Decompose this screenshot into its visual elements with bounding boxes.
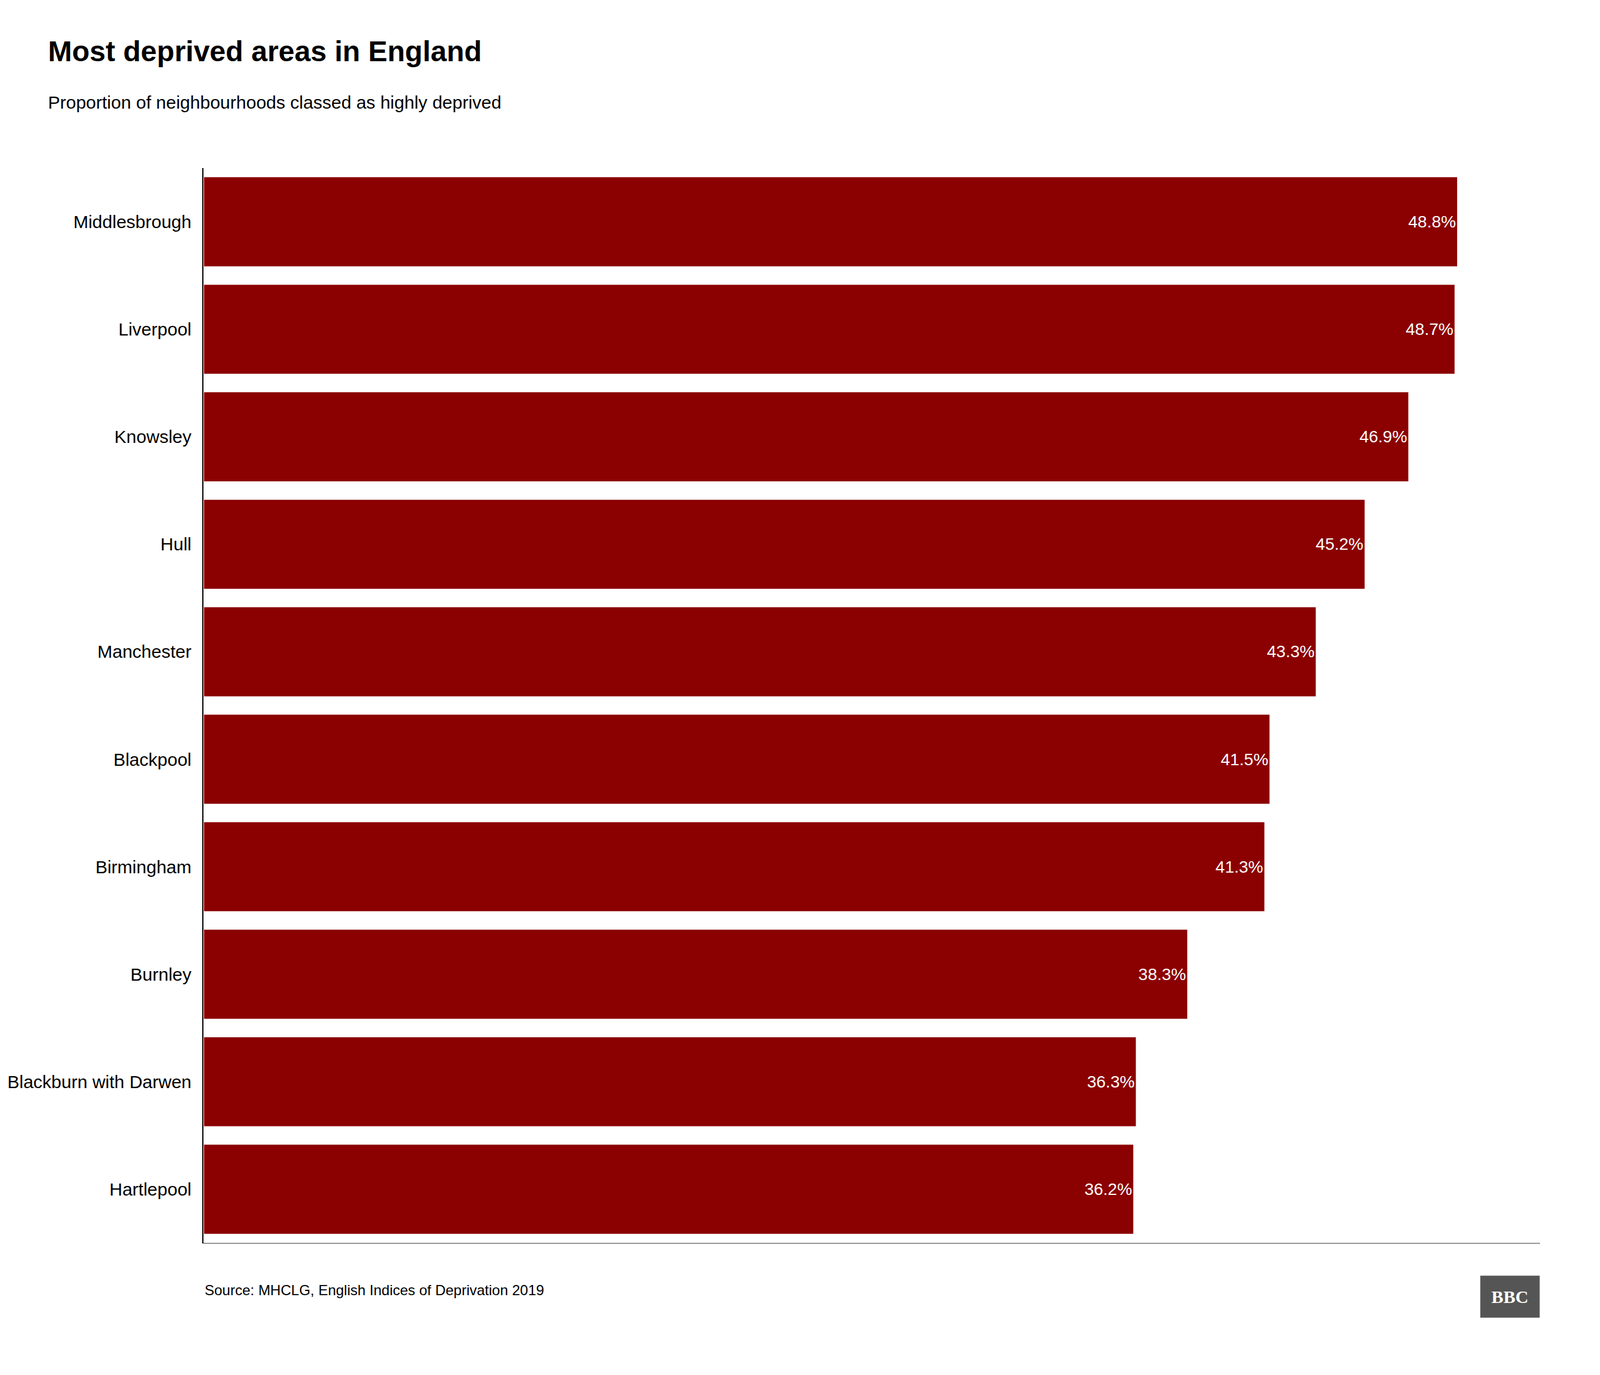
svg-text:Hull: Hull — [160, 534, 192, 554]
svg-text:Knowsley: Knowsley — [114, 426, 192, 447]
svg-text:Burnley: Burnley — [130, 964, 192, 985]
svg-text:41.3%: 41.3% — [1215, 857, 1263, 877]
svg-text:Liverpool: Liverpool — [118, 319, 192, 340]
svg-text:Most deprived areas in England: Most deprived areas in England — [48, 35, 482, 68]
svg-text:BBC: BBC — [1491, 1286, 1529, 1307]
svg-text:Blackpool: Blackpool — [113, 749, 192, 770]
svg-text:36.2%: 36.2% — [1084, 1179, 1132, 1199]
svg-text:48.7%: 48.7% — [1405, 319, 1453, 339]
svg-text:48.8%: 48.8% — [1408, 212, 1456, 232]
svg-text:36.3%: 36.3% — [1086, 1072, 1135, 1092]
svg-text:Source: MHCLG, English Indices: Source: MHCLG, English Indices of Depriv… — [204, 1281, 545, 1299]
svg-text:38.3%: 38.3% — [1138, 965, 1186, 984]
svg-text:46.9%: 46.9% — [1359, 427, 1407, 446]
svg-text:Hartlepool: Hartlepool — [109, 1179, 192, 1200]
svg-text:43.3%: 43.3% — [1266, 642, 1315, 661]
svg-text:Birmingham: Birmingham — [95, 857, 192, 877]
svg-text:Middlesbrough: Middlesbrough — [73, 211, 192, 232]
svg-text:Blackburn with Darwen: Blackburn with Darwen — [7, 1071, 192, 1092]
svg-text:45.2%: 45.2% — [1315, 534, 1363, 554]
svg-text:Manchester: Manchester — [97, 641, 192, 662]
svg-text:41.5%: 41.5% — [1220, 750, 1269, 769]
svg-text:Proportion of neighbourhoods c: Proportion of neighbourhoods classed as … — [48, 92, 502, 113]
